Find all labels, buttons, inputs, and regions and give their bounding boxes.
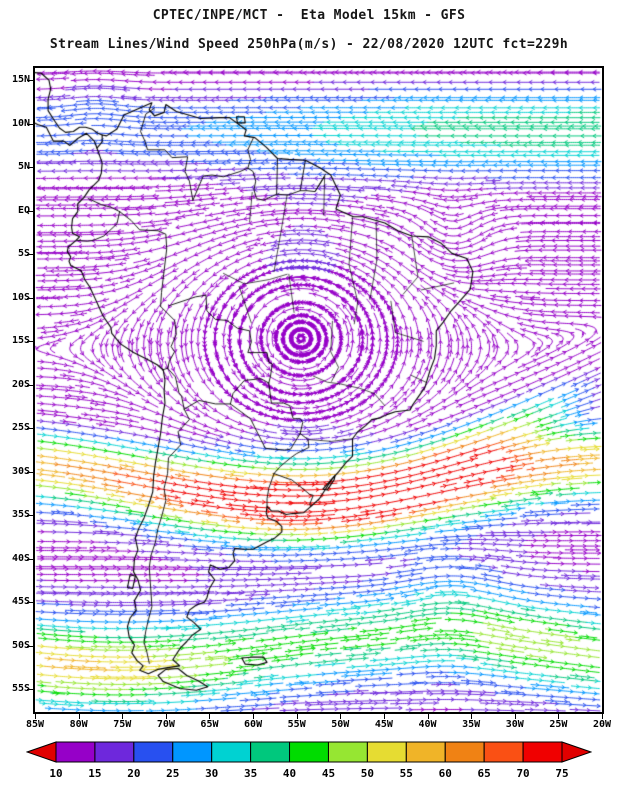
lat-tick-label: 50S	[11, 639, 30, 651]
lon-tick-label: 60W	[244, 719, 263, 730]
lon-tick-label: 30W	[505, 719, 524, 730]
colorbar-segment	[172, 741, 213, 763]
streamline-map-canvas	[35, 68, 602, 712]
lon-tick-label: 20W	[592, 719, 612, 730]
colorbar-tick-label: 10	[49, 767, 63, 780]
colorbar-segment	[366, 741, 407, 763]
lon-tick-mark	[78, 714, 80, 719]
colorbar-tick-label: 65	[477, 767, 491, 780]
colorbar-tick-label: 60	[438, 767, 452, 780]
colorbar-left-arrow	[25, 741, 57, 763]
lat-tick-mark	[27, 645, 33, 647]
lat-tick-label: 20S	[11, 378, 30, 390]
lat-tick-label: 55S	[11, 683, 30, 695]
model-title: CPTEC/INPE/MCT - Eta Model 15km - GFS	[152, 8, 466, 23]
lon-tick-mark	[514, 714, 516, 719]
lat-tick-mark	[27, 123, 33, 125]
lat-tick-label: 15N	[11, 74, 30, 86]
colorbar-segment	[405, 741, 446, 763]
colorbar-segment	[327, 741, 368, 763]
colorbar-segment	[522, 741, 563, 763]
lon-tick-label: 85W	[25, 719, 45, 730]
lat-tick-mark	[27, 428, 33, 430]
lon-tick-mark	[558, 714, 560, 719]
lon-tick-label: 65W	[200, 719, 219, 730]
lat-tick-mark	[27, 210, 33, 212]
lon-tick-mark	[209, 714, 211, 719]
colorbar-tick-label: 25	[166, 767, 180, 780]
lat-tick-mark	[27, 384, 33, 386]
colorbar-tick-label: 20	[127, 767, 141, 780]
lat-tick-label: 15S	[11, 335, 30, 347]
lat-tick-mark	[27, 341, 33, 343]
lat-tick-label: 40S	[11, 552, 30, 564]
colorbar-tick-label: 30	[205, 767, 219, 780]
colorbar-labels: 10 15 20 25 30 35 40 45 50 55 60 65 70 75	[26, 767, 592, 783]
colorbar-segment	[483, 741, 524, 763]
lon-tick-mark	[340, 714, 342, 719]
map-plot-frame	[33, 66, 604, 714]
colorbar-segment	[211, 741, 252, 763]
colorbar-segment	[133, 741, 174, 763]
lat-tick-mark	[27, 254, 33, 256]
lon-tick-label: 25W	[549, 719, 568, 730]
lon-tick-mark	[383, 714, 385, 719]
lat-tick-mark	[27, 167, 33, 169]
lat-tick-mark	[27, 297, 33, 299]
colorbar-tick-label: 45	[321, 767, 336, 780]
colorbar-tick-label: 70	[516, 767, 530, 780]
lat-tick-mark	[27, 602, 33, 604]
lat-tick-mark	[27, 515, 33, 517]
colorbar-right-arrow	[561, 741, 593, 763]
colorbar-tick-label: 35	[243, 767, 258, 780]
colorbar-tick-label: 40	[282, 767, 297, 780]
lon-tick-label: 40W	[418, 719, 437, 730]
lon-tick-mark	[35, 714, 36, 719]
lat-tick-label: EQ	[17, 204, 30, 216]
lat-tick-label: 25S	[11, 422, 30, 434]
lon-tick-mark	[602, 714, 603, 719]
lon-tick-mark	[296, 714, 298, 719]
lat-tick-label: 5N	[17, 161, 30, 173]
lat-tick-mark	[27, 689, 33, 691]
lat-tick-label: 45S	[11, 596, 30, 608]
lon-tick-mark	[427, 714, 429, 719]
lat-tick-label: 35S	[11, 509, 30, 521]
lon-tick-label: 70W	[156, 719, 175, 730]
colorbar-segment	[444, 741, 485, 763]
colorbar-tick-label: 50	[360, 767, 374, 780]
lat-tick-label: 5S	[17, 248, 30, 260]
lat-tick-label: 10N	[11, 117, 30, 129]
colorbar-segment	[289, 741, 329, 763]
lon-tick-label: 50W	[331, 719, 350, 730]
lat-tick-mark	[27, 471, 33, 473]
lon-tick-label: 45W	[374, 719, 393, 730]
colorbar-segment	[94, 741, 135, 763]
colorbar-tick-label: 75	[555, 767, 569, 780]
plot-title: Stream Lines/Wind Speed 250hPa(m/s) - 22…	[49, 37, 569, 52]
lon-tick-mark	[471, 714, 473, 719]
colorbar-tick-label: 15	[88, 767, 102, 780]
colorbar-gradient	[25, 741, 593, 763]
lon-tick-mark	[165, 714, 167, 719]
colorbar-segment	[250, 741, 291, 763]
wind-speed-colorbar	[25, 741, 593, 763]
lon-tick-mark	[253, 714, 255, 719]
lon-tick-label: 35W	[462, 719, 481, 730]
lat-tick-mark	[27, 558, 33, 560]
colorbar-tick-label: 55	[399, 767, 413, 780]
lat-tick-mark	[27, 80, 33, 82]
lon-tick-label: 55W	[287, 719, 306, 730]
lat-tick-label: 10S	[11, 291, 30, 303]
colorbar-segment	[55, 741, 96, 763]
lat-tick-label: 30S	[11, 465, 30, 477]
lon-tick-label: 80W	[69, 719, 88, 730]
lon-tick-mark	[122, 714, 124, 719]
lon-tick-label: 75W	[113, 719, 132, 730]
